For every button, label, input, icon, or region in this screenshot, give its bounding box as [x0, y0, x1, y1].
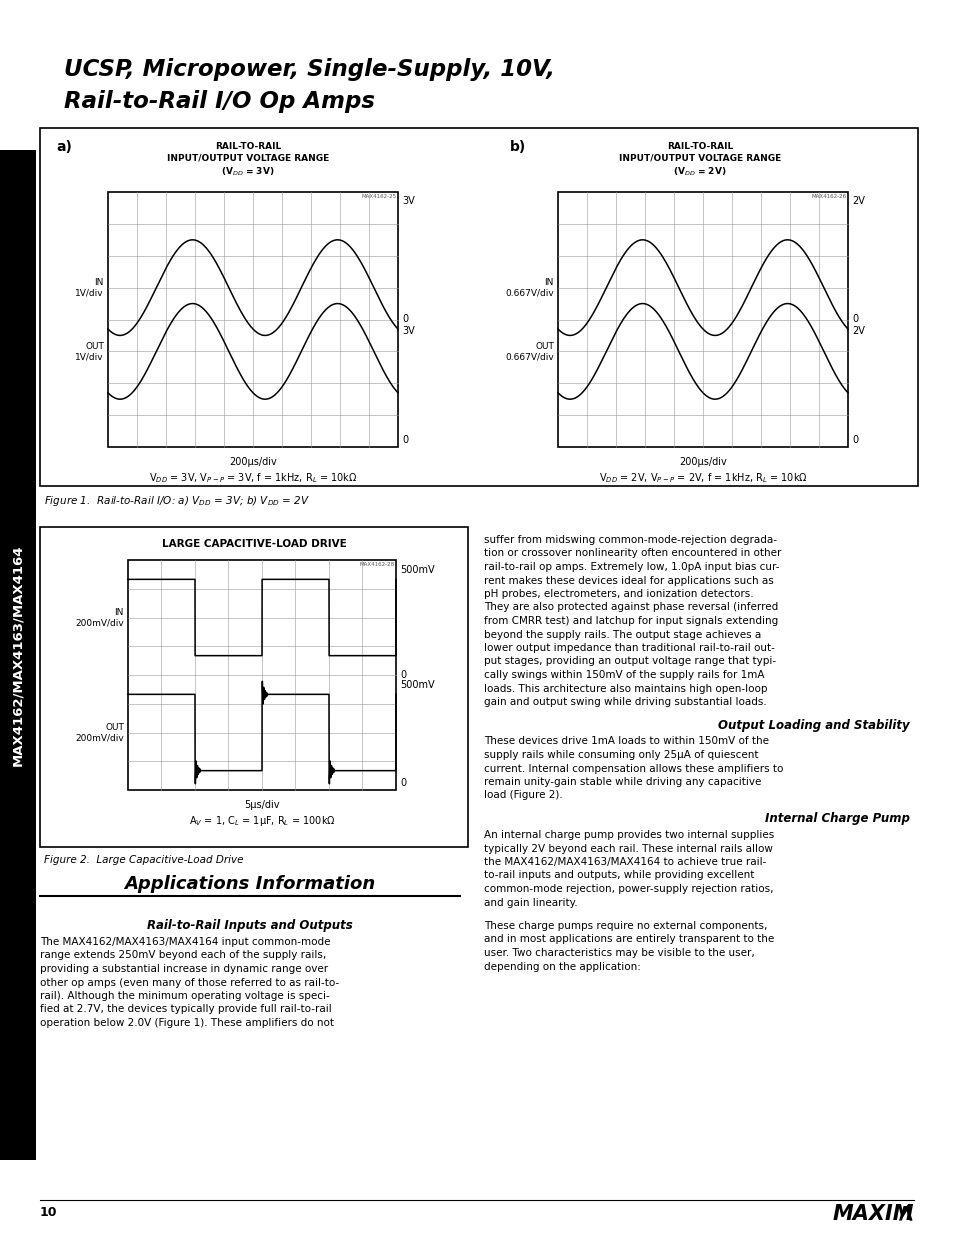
Text: V$_{DD}$ = 3V, V$_{P-P}$ = 3V, f = 1kHz, R$_L$ = 10kΩ: V$_{DD}$ = 3V, V$_{P-P}$ = 3V, f = 1kHz,… [149, 471, 357, 485]
Text: MAX4162-25: MAX4162-25 [361, 194, 396, 199]
Text: Output Loading and Stability: Output Loading and Stability [718, 719, 909, 731]
Text: They are also protected against phase reversal (inferred: They are also protected against phase re… [483, 603, 778, 613]
Text: MAX4162-26: MAX4162-26 [811, 194, 846, 199]
Text: from CMRR test) and latchup for input signals extending: from CMRR test) and latchup for input si… [483, 616, 778, 626]
Text: 200μs/div: 200μs/div [229, 457, 276, 467]
Text: remain unity-gain stable while driving any capacitive: remain unity-gain stable while driving a… [483, 777, 760, 787]
Text: These devices drive 1mA loads to within 150mV of the: These devices drive 1mA loads to within … [483, 736, 768, 746]
Bar [40, 527, 468, 847]
Text: MAX4162/MAX4163/MAX4164: MAX4162/MAX4163/MAX4164 [11, 545, 25, 766]
Text: user. Two characteristics may be visible to the user,: user. Two characteristics may be visible… [483, 948, 754, 958]
Text: 3V: 3V [401, 326, 415, 336]
Text: Rail-to-Rail Inputs and Outputs: Rail-to-Rail Inputs and Outputs [147, 919, 353, 932]
Text: a): a) [56, 140, 71, 154]
Text: MAXIM: MAXIM [832, 1204, 913, 1224]
Text: V$_{DD}$ = 2V, V$_{P-P}$ = 2V, f = 1kHz, R$_L$ = 10kΩ: V$_{DD}$ = 2V, V$_{P-P}$ = 2V, f = 1kHz,… [598, 471, 806, 485]
Text: A$_V$ = 1, C$_L$ = 1μF, R$_L$ = 100kΩ: A$_V$ = 1, C$_L$ = 1μF, R$_L$ = 100kΩ [189, 814, 335, 827]
Bar [0, 149, 36, 1160]
Text: 0: 0 [401, 315, 408, 325]
Text: and gain linearity.: and gain linearity. [483, 898, 577, 908]
Text: MAX4162-28: MAX4162-28 [359, 562, 395, 567]
Text: 0: 0 [851, 435, 858, 445]
Text: current. Internal compensation allows these amplifiers to: current. Internal compensation allows th… [483, 763, 782, 773]
Text: load (Figure 2).: load (Figure 2). [483, 790, 562, 800]
Text: IN
200mV/div: IN 200mV/div [75, 608, 124, 627]
Text: RAIL-TO-RAIL
INPUT/OUTPUT VOLTAGE RANGE
(V$_{DD}$ = 3V): RAIL-TO-RAIL INPUT/OUTPUT VOLTAGE RANGE … [167, 142, 329, 178]
Text: rent makes these devices ideal for applications such as: rent makes these devices ideal for appli… [483, 576, 773, 585]
Text: typically 2V beyond each rail. These internal rails allow: typically 2V beyond each rail. These int… [483, 844, 772, 853]
Text: loads. This architecture also maintains high open-loop: loads. This architecture also maintains … [483, 683, 767, 694]
Text: IN
0.667V/div: IN 0.667V/div [505, 278, 554, 298]
Bar [40, 128, 917, 487]
Bar [108, 191, 397, 447]
Text: 5μs/div: 5μs/div [244, 800, 279, 810]
Text: 0: 0 [851, 315, 858, 325]
Text: 0: 0 [399, 671, 406, 680]
Text: 200μs/div: 200μs/div [679, 457, 726, 467]
Text: put stages, providing an output voltage range that typi-: put stages, providing an output voltage … [483, 657, 776, 667]
Text: beyond the supply rails. The output stage achieves a: beyond the supply rails. The output stag… [483, 630, 760, 640]
Text: b): b) [510, 140, 526, 154]
Text: Figure 1.  Rail-to-Rail I/O: a) V$_{DD}$ = 3V; b) V$_{DD}$ = 2V: Figure 1. Rail-to-Rail I/O: a) V$_{DD}$ … [44, 494, 310, 508]
Text: IN
1V/div: IN 1V/div [75, 278, 104, 298]
Text: These charge pumps require no external components,: These charge pumps require no external c… [483, 921, 766, 931]
Text: to-rail inputs and outputs, while providing excellent: to-rail inputs and outputs, while provid… [483, 871, 754, 881]
Text: lower output impedance than traditional rail-to-rail out-: lower output impedance than traditional … [483, 643, 774, 653]
Text: other op amps (even many of those referred to as rail-to-: other op amps (even many of those referr… [40, 977, 339, 988]
Text: 500mV: 500mV [399, 680, 435, 690]
Text: 10: 10 [40, 1207, 57, 1219]
Text: 2V: 2V [851, 326, 864, 336]
Text: gain and output swing while driving substantial loads.: gain and output swing while driving subs… [483, 697, 766, 706]
Text: pH probes, electrometers, and ionization detectors.: pH probes, electrometers, and ionization… [483, 589, 753, 599]
Text: tion or crossover nonlinearity often encountered in other: tion or crossover nonlinearity often enc… [483, 548, 781, 558]
Text: An internal charge pump provides two internal supplies: An internal charge pump provides two int… [483, 830, 774, 840]
Text: 0: 0 [401, 435, 408, 445]
Text: the MAX4162/MAX4163/MAX4164 to achieve true rail-: the MAX4162/MAX4163/MAX4164 to achieve t… [483, 857, 765, 867]
Text: common-mode rejection, power-supply rejection ratios,: common-mode rejection, power-supply reje… [483, 884, 773, 894]
Text: range extends 250mV beyond each of the supply rails,: range extends 250mV beyond each of the s… [40, 951, 326, 961]
Bar [558, 191, 847, 447]
Text: 3V: 3V [401, 196, 415, 206]
Text: rail-to-rail op amps. Extremely low, 1.0pA input bias cur-: rail-to-rail op amps. Extremely low, 1.0… [483, 562, 779, 572]
Text: RAIL-TO-RAIL
INPUT/OUTPUT VOLTAGE RANGE
(V$_{DD}$ = 2V): RAIL-TO-RAIL INPUT/OUTPUT VOLTAGE RANGE … [618, 142, 781, 178]
Text: 2V: 2V [851, 196, 864, 206]
Text: and in most applications are entirely transparent to the: and in most applications are entirely tr… [483, 935, 774, 945]
Text: Figure 2.  Large Capacitive-Load Drive: Figure 2. Large Capacitive-Load Drive [44, 855, 243, 864]
Text: rail). Although the minimum operating voltage is speci-: rail). Although the minimum operating vo… [40, 990, 330, 1002]
Text: operation below 2.0V (Figure 1). These amplifiers do not: operation below 2.0V (Figure 1). These a… [40, 1018, 334, 1028]
Text: UCSP, Micropower, Single-Supply, 10V,: UCSP, Micropower, Single-Supply, 10V, [64, 58, 555, 82]
Text: supply rails while consuming only 25μA of quiescent: supply rails while consuming only 25μA o… [483, 750, 758, 760]
Text: cally swings within 150mV of the supply rails for 1mA: cally swings within 150mV of the supply … [483, 671, 763, 680]
Text: The MAX4162/MAX4163/MAX4164 input common-mode: The MAX4162/MAX4163/MAX4164 input common… [40, 937, 330, 947]
Text: Rail-to-Rail I/O Op Amps: Rail-to-Rail I/O Op Amps [64, 90, 375, 112]
Text: $\mathbf{/\!\!/\!\!/ \backslash\!\!\backslash}$: $\mathbf{/\!\!/\!\!/ \backslash\!\!\back… [897, 1205, 913, 1223]
Text: suffer from midswing common-mode-rejection degrada-: suffer from midswing common-mode-rejecti… [483, 535, 776, 545]
Text: fied at 2.7V, the devices typically provide full rail-to-rail: fied at 2.7V, the devices typically prov… [40, 1004, 332, 1014]
Text: 0: 0 [399, 778, 406, 788]
Bar [128, 559, 395, 790]
Text: OUT
1V/div: OUT 1V/div [75, 342, 104, 361]
Text: Applications Information: Applications Information [124, 876, 375, 893]
Text: providing a substantial increase in dynamic range over: providing a substantial increase in dyna… [40, 965, 328, 974]
Text: Internal Charge Pump: Internal Charge Pump [764, 811, 909, 825]
Text: 500mV: 500mV [399, 564, 435, 576]
Text: LARGE CAPACITIVE-LOAD DRIVE: LARGE CAPACITIVE-LOAD DRIVE [161, 538, 346, 550]
Text: depending on the application:: depending on the application: [483, 962, 640, 972]
Text: OUT
0.667V/div: OUT 0.667V/div [505, 342, 554, 361]
Text: OUT
200mV/div: OUT 200mV/div [75, 722, 124, 742]
